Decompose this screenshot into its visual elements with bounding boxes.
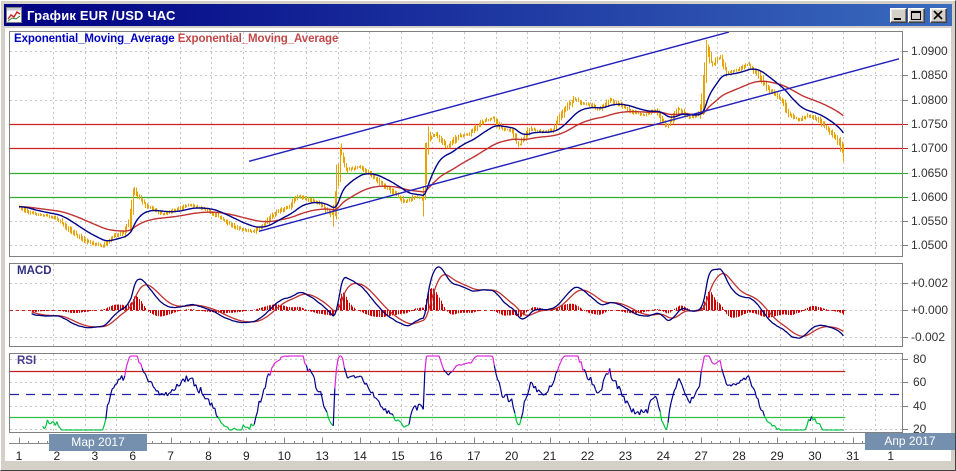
date-tick-label: 23 [618,449,633,463]
close-icon [933,10,943,20]
macd-tick-label: +0.000 [911,303,949,317]
date-tick-label: 27 [694,449,708,463]
window-titlebar[interactable]: График EUR /USD ЧАС [4,4,952,26]
rsi-tick-label: 60 [913,375,927,390]
month-badge-march: Мар 2017 [49,434,147,451]
price-tick-label: 1.0800 [911,92,948,107]
date-tick-label: 30 [808,449,822,463]
minimize-button[interactable] [890,8,907,23]
date-tick-label: 16 [429,449,443,463]
date-tick-label: 13 [315,449,329,463]
macd-tick-label: -0.002 [911,330,946,344]
price-tick-label: 1.0750 [911,116,948,131]
date-tick-label: 14 [353,449,367,463]
date-tick-label: 31 [846,449,860,463]
maximize-icon [911,11,921,20]
rsi-panel[interactable] [9,353,903,433]
rsi-panel-label: RSI [17,355,37,367]
date-tick-label: 1 [15,449,23,463]
indicator-legend: Exponential_Moving_Average Exponential_M… [14,33,338,45]
month-badge-april: Апр 2017 [865,433,955,450]
price-tick-label: 1.0550 [911,214,948,229]
macd-panel-label: MACD [17,265,52,277]
macd-tick-label: +0.002 [911,276,949,290]
rsi-tick-label: 80 [913,352,927,366]
legend-ema-slow: Exponential_Moving_Average [177,33,339,45]
date-tick-label: 9 [243,449,250,463]
legend-ema-fast: Exponential_Moving_Average [14,33,175,45]
date-tick-label: 15 [391,449,405,463]
date-tick-label: 7 [167,449,174,463]
price-tick-label: 1.0900 [911,44,948,58]
price-tick-label: 1.0700 [911,141,948,156]
date-tick-label: 1 [887,449,895,463]
date-tick-label: 20 [505,449,519,463]
window-title: График EUR /USD ЧАС [27,7,176,23]
price-tick-label: 1.0850 [911,68,948,83]
maximize-button[interactable] [908,8,925,23]
close-button[interactable] [930,8,947,23]
date-tick-label: 10 [277,449,291,463]
price-tick-label: 1.0600 [911,189,948,204]
chart-app-icon [6,7,22,23]
date-tick-label: 17 [467,449,481,463]
date-tick-label: 29 [770,449,784,463]
date-tick-label: 2 [53,449,61,463]
date-tick-label: 24 [656,449,670,463]
macd-panel[interactable] [9,263,903,347]
date-tick-label: 28 [732,449,746,463]
minimize-icon [894,18,901,20]
date-tick-label: 22 [580,449,595,463]
price-tick-label: 1.0650 [911,165,948,180]
date-tick-label: 6 [129,449,137,463]
date-tick-label: 3 [91,449,99,463]
date-tick-label: 21 [542,449,557,463]
rsi-tick-label: 40 [913,398,927,413]
date-tick-label: 8 [205,449,212,463]
price-chart-panel[interactable] [9,31,903,257]
price-tick-label: 1.0500 [911,238,948,253]
